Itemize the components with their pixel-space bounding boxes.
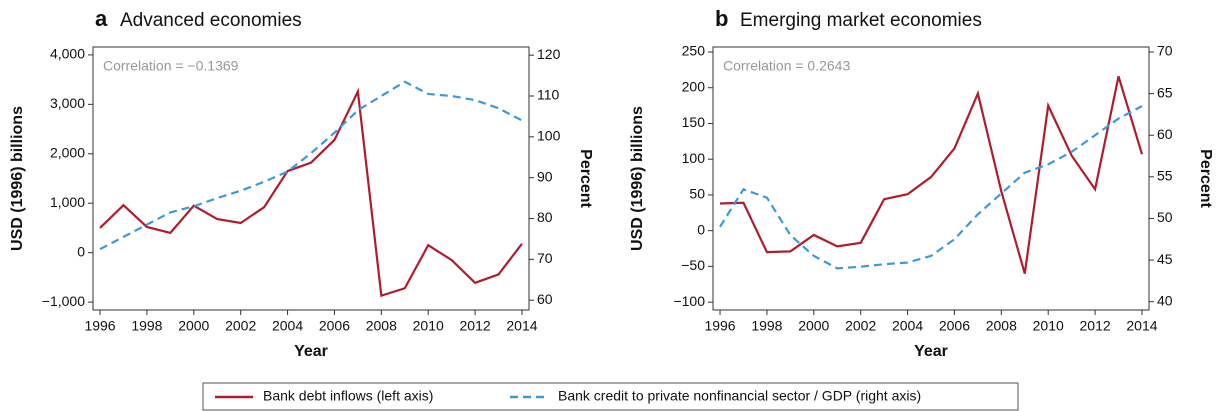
y2-tick-label: 70 [1157, 43, 1173, 59]
plot-frame [92, 46, 530, 311]
y2-tick-label: 100 [537, 128, 561, 144]
x-tick-label: 2010 [413, 318, 444, 334]
x-tick-label: 1998 [751, 318, 782, 334]
x-tick-label: 1996 [704, 318, 735, 334]
x-tick-label: 2002 [225, 318, 256, 334]
y-tick-label: −100 [673, 293, 705, 309]
x-tick-label: 2014 [506, 318, 537, 334]
y2-tick-label: 110 [537, 87, 560, 103]
y-axis-label: USD (1996) billions [9, 106, 26, 251]
y2-tick-label: 60 [1157, 126, 1173, 142]
x-tick-label: 2010 [1033, 318, 1064, 334]
x-tick-label: 2004 [272, 318, 303, 334]
x-tick-label: 2000 [798, 318, 829, 334]
annotation: Correlation = −0.1369 [103, 58, 239, 74]
legend-label: Bank credit to private nonfinancial sect… [558, 388, 921, 404]
y2-tick-label: 45 [1157, 251, 1173, 267]
annotation: Correlation = 0.2643 [723, 58, 850, 74]
y-tick-label: 150 [682, 114, 706, 130]
y-tick-label: 3,000 [50, 95, 85, 111]
y-tick-label: −1,000 [42, 293, 85, 309]
y-tick-label: 1,000 [50, 194, 85, 210]
y2-tick-label: 90 [537, 168, 553, 184]
legend-box [202, 382, 1019, 411]
y-tick-label: 250 [682, 43, 706, 59]
x-tick-label: 2004 [892, 318, 923, 334]
chart-title: Advanced economies [120, 10, 302, 31]
x-tick-label: 2006 [319, 318, 350, 334]
y2-tick-label: 65 [1157, 84, 1173, 100]
legend-label: Bank debt inflows (left axis) [263, 388, 433, 404]
series-line [719, 75, 1144, 274]
y-tick-label: 100 [682, 150, 706, 166]
panel-letter: a [95, 6, 108, 31]
y-tick-label: 4,000 [50, 46, 85, 62]
y-tick-label: 200 [682, 78, 706, 94]
x-tick-label: 2008 [986, 318, 1017, 334]
y2-tick-label: 50 [1157, 209, 1173, 225]
x-tick-label: 2008 [366, 318, 397, 334]
y-tick-label: −50 [681, 257, 705, 273]
y-tick-label: 50 [689, 186, 705, 202]
x-axis-label: Year [914, 343, 948, 360]
x-tick-label: 1996 [84, 318, 115, 334]
x-tick-label: 2000 [178, 318, 209, 334]
chart-title: Emerging market economies [740, 10, 982, 31]
x-axis-label: Year [294, 343, 328, 360]
y2-tick-label: 120 [537, 46, 561, 62]
x-tick-label: 2006 [939, 318, 970, 334]
y2-axis-label: Percent [577, 149, 594, 208]
y-tick-label: 0 [697, 221, 705, 237]
y-tick-label: 0 [77, 243, 85, 259]
x-tick-label: 2012 [1080, 318, 1111, 334]
y2-tick-label: 70 [537, 250, 553, 266]
x-tick-label: 1998 [131, 318, 162, 334]
y-tick-label: 2,000 [50, 144, 85, 160]
series-line [99, 80, 523, 251]
y2-tick-label: 55 [1157, 168, 1173, 184]
series-line [719, 105, 1143, 270]
plot-frame [712, 46, 1150, 311]
y2-tick-label: 60 [537, 291, 553, 307]
x-tick-label: 2014 [1126, 318, 1157, 334]
y2-axis-label: Percent [1197, 149, 1214, 208]
panel-letter: b [715, 6, 728, 31]
y2-tick-label: 40 [1157, 292, 1173, 308]
y2-tick-label: 80 [537, 209, 553, 225]
series-line [99, 87, 523, 298]
x-tick-label: 2002 [845, 318, 876, 334]
x-tick-label: 2012 [460, 318, 491, 334]
y-axis-label: USD (1996) billions [629, 106, 646, 251]
